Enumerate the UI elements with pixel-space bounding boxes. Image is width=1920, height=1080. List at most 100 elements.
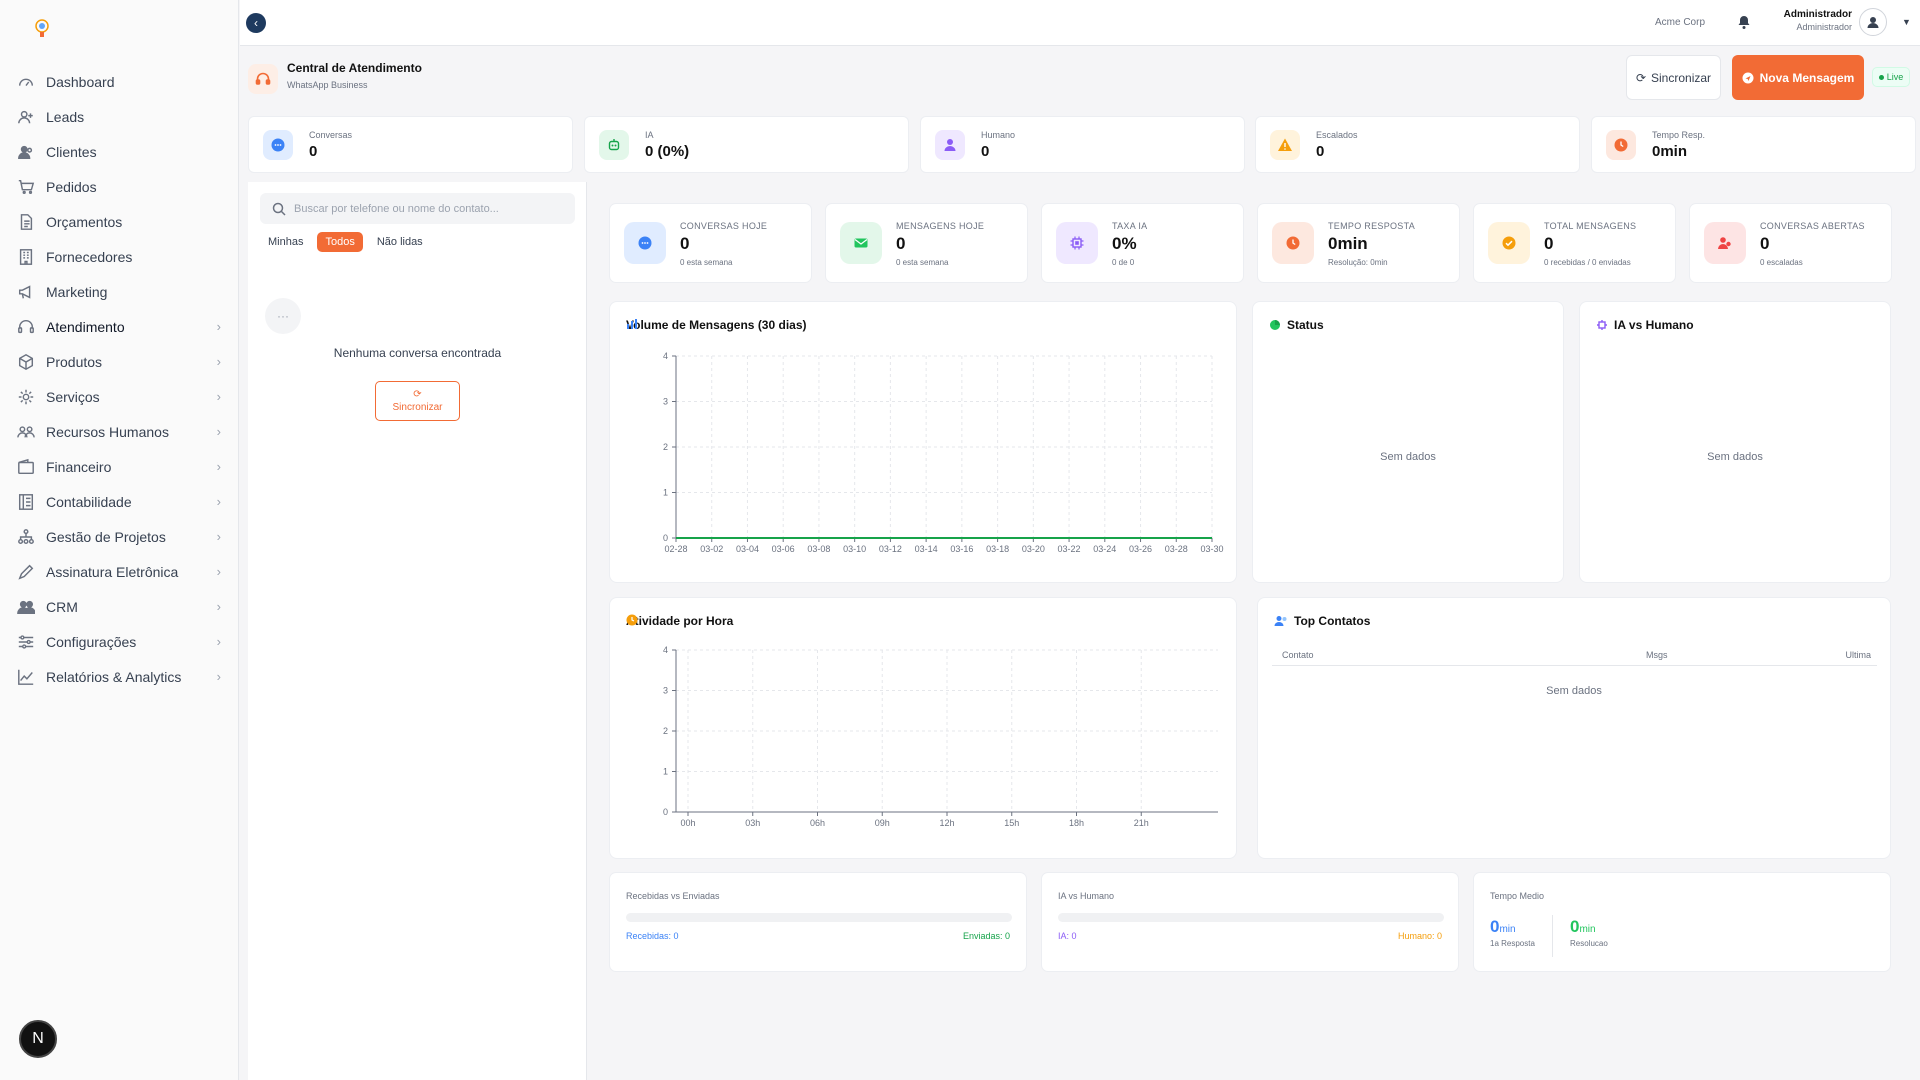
filter-tab-todos[interactable]: Todos [317,232,363,252]
rv-sent: Enviadas: 0 [962,931,1010,941]
sidebar-item-label: Pedidos [46,178,97,195]
people-icon [16,422,36,442]
sidebar-item-produtos[interactable]: Produtos › [0,344,239,379]
stat-card-conversas: Conversas 0 [248,116,573,173]
x-tick-label: 03-18 [986,544,1009,554]
search-box[interactable] [260,193,575,224]
sidebar-item-pedidos[interactable]: Pedidos [0,169,239,204]
stat-value: 0 [981,143,990,160]
col-msgs[interactable]: Msgs [1646,650,1668,660]
conversation-panel: Minhas Todos Não lidas ··· Nenhuma convers… [248,182,587,1080]
users-icon [1704,222,1746,264]
sidebar-item-fornecedores[interactable]: Fornecedores [0,239,239,274]
chevron-left-icon: ‹ [254,16,258,30]
topbar: ‹ Acme Corp Administrador Administrador … [240,0,1920,46]
clock-icon [626,614,638,626]
user-info[interactable]: Administrador Administrador [1770,9,1852,32]
sidebar-item-label: Leads [46,108,85,125]
col-contato[interactable]: Contato [1282,650,1314,660]
sidebar-item-configura-es[interactable]: Configurações › [0,624,239,659]
x-tick-label: 03-10 [843,544,866,554]
hour-chart-title: Atividade por Hora [626,614,734,628]
x-tick-label: 03-06 [772,544,795,554]
volume-chart: 0 1 2 3 4 02-28 03-02 03-04 03-06 03-08 03-10 03-12… [663,351,1224,554]
sidebar-item-marketing[interactable]: Marketing [0,274,239,309]
chevron-right-icon: › [216,529,221,544]
search-input[interactable] [294,202,564,215]
bell-icon[interactable] [1736,14,1752,30]
new-message-button[interactable]: Nova Mensagem [1732,55,1864,100]
empty-sync-button[interactable]: ⟳ Sincronizar [375,381,460,421]
stat-label: Humano [981,130,1016,140]
sidebar-item-relat-rios-analytics[interactable]: Relatórios & Analytics › [0,659,239,694]
sidebar-item-leads[interactable]: Leads [0,99,239,134]
filter-tab-minhas[interactable]: Minhas [268,236,304,248]
n-badge[interactable]: N [19,1020,57,1058]
kpi-value: 0 [896,234,906,253]
sidebar-item-label: Configurações [46,633,137,650]
stat-label: Conversas [309,130,353,140]
kpi-card-tempo-resposta: TEMPO RESPOSTA 0min Resolução: 0min [1257,203,1460,283]
app-logo[interactable] [30,16,54,40]
kpi-value: 0 [1544,234,1554,253]
sidebar-item-clientes[interactable]: Clientes [0,134,239,169]
kpi-card-conversas-abertas: CONVERSAS ABERTAS 0 0 escaladas [1689,203,1892,283]
company-name[interactable]: Acme Corp [1655,17,1706,28]
sidebar-item-recursos-humanos[interactable]: Recursos Humanos › [0,414,239,449]
sidebar-item-crm[interactable]: CRM › [0,589,239,624]
sliders-icon [16,632,36,652]
stat-card-escalados: Escalados 0 [1255,116,1580,173]
col-ultima[interactable]: Ultima [1845,650,1871,660]
y-tick-label: 0 [663,807,668,817]
x-tick-label: 03-02 [700,544,723,554]
y-tick-label: 0 [663,533,668,543]
ia-bar-label: IA vs Humano [1058,891,1115,901]
hour-chart: 0 1 2 3 4 00h 03h 06h 09h 12h 15h 18h 21h [663,645,1218,828]
sidebar-item-label: Clientes [46,143,97,160]
sidebar-item-label: Contabilidade [46,493,132,510]
chat-icon [263,130,293,160]
page-title: Central de Atendimento [287,61,422,75]
avatar[interactable] [1859,8,1887,36]
chevron-right-icon: › [216,319,221,334]
kpi-label: CONVERSAS HOJE [680,221,768,231]
sidebar-item-contabilidade[interactable]: Contabilidade › [0,484,239,519]
sidebar-item-atendimento[interactable]: Atendimento › [0,309,239,344]
x-tick-label: 03-26 [1129,544,1152,554]
volume-chart-card: 0 1 2 3 4 02-28 03-02 03-04 03-06 03-08 03-10 03-12… [609,301,1237,583]
stat-card-ia: IA 0 (0%) [584,116,909,173]
user-name: Administrador [1783,9,1852,20]
x-tick-label: 15h [1004,818,1019,828]
chevron-down-icon[interactable]: ▼ [1902,17,1911,27]
kpi-value: 0% [1112,234,1137,253]
clock-icon [1272,222,1314,264]
kpi-value: 0min [1328,234,1368,253]
filter-tab-n-o-lidas[interactable]: Não lidas [376,236,423,248]
sidebar-item-label: Serviços [46,388,100,405]
sidebar-item-assinatura-eletr-nica[interactable]: Assinatura Eletrônica › [0,554,239,589]
collapse-sidebar-button[interactable]: ‹ [246,13,266,33]
status-empty: Sem dados [1380,451,1436,463]
kpi-label: CONVERSAS ABERTAS [1760,221,1865,231]
sidebar-item-label: Relatórios & Analytics [46,668,182,685]
sidebar-item-dashboard[interactable]: Dashboard [0,64,239,99]
x-tick-label: 03-22 [1058,544,1081,554]
x-tick-label: 03-24 [1093,544,1116,554]
conversation-filters: Minhas Todos Não lidas [260,232,431,252]
x-tick-label: 06h [810,818,825,828]
x-tick-label: 18h [1069,818,1084,828]
x-tick-label: 02-28 [664,544,687,554]
sidebar-item-gest-o-de-projetos[interactable]: Gestão de Projetos › [0,519,239,554]
sidebar-item-label: Assinatura Eletrônica [46,563,179,580]
sidebar-item-servi-os[interactable]: Serviços › [0,379,239,414]
ledger-icon [16,492,36,512]
sync-button[interactable]: ⟳ Sincronizar [1626,55,1721,100]
sidebar-item-financeiro[interactable]: Financeiro › [0,449,239,484]
chevron-right-icon: › [216,669,221,684]
refresh-icon: ⟳ [413,389,422,400]
sidebar-item-label: Dashboard [46,73,115,90]
sidebar-item-or-amentos[interactable]: Orçamentos [0,204,239,239]
kpi-card-total-mensagens: TOTAL MENSAGENS 0 0 recebidas / 0 enviad… [1473,203,1676,283]
y-tick-label: 3 [663,686,668,696]
kpi-label: TAXA IA [1112,221,1148,231]
